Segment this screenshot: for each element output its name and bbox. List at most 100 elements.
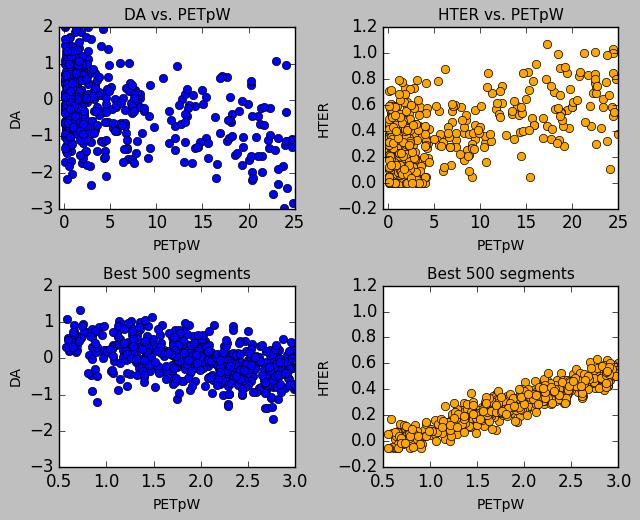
Point bbox=[171, 352, 181, 360]
Point bbox=[492, 395, 502, 404]
Point bbox=[388, 140, 399, 149]
Point bbox=[390, 131, 401, 139]
Point bbox=[412, 157, 422, 165]
Point bbox=[399, 421, 410, 429]
Point bbox=[412, 176, 422, 184]
Point bbox=[202, 139, 212, 148]
Point bbox=[608, 49, 618, 58]
Point bbox=[282, 357, 292, 366]
Point bbox=[387, 428, 397, 437]
Point bbox=[134, 323, 144, 332]
Point bbox=[65, 57, 75, 65]
Point bbox=[229, 373, 239, 381]
Point bbox=[140, 315, 150, 323]
Point bbox=[123, 319, 133, 327]
Point bbox=[61, 81, 72, 89]
Point bbox=[68, 320, 79, 329]
Point bbox=[196, 352, 206, 360]
Point bbox=[451, 143, 461, 151]
Point bbox=[463, 419, 474, 427]
Point bbox=[215, 73, 225, 82]
Point bbox=[65, 136, 75, 145]
Point bbox=[172, 62, 182, 70]
Point bbox=[283, 137, 293, 146]
Point bbox=[84, 331, 95, 340]
Point bbox=[74, 86, 84, 95]
Point bbox=[547, 399, 557, 407]
Point bbox=[273, 165, 284, 173]
Point bbox=[507, 107, 517, 115]
Point bbox=[60, 70, 70, 79]
Point bbox=[67, 170, 77, 178]
Point bbox=[530, 405, 540, 413]
Point bbox=[124, 345, 134, 353]
Point bbox=[166, 368, 177, 376]
Point bbox=[87, 324, 97, 333]
Point bbox=[157, 320, 167, 329]
Point bbox=[182, 347, 192, 356]
Point bbox=[184, 365, 194, 373]
Point bbox=[81, 74, 92, 83]
Point bbox=[568, 376, 579, 385]
Point bbox=[484, 401, 495, 409]
Point bbox=[127, 335, 138, 343]
Point bbox=[399, 121, 410, 129]
Point bbox=[61, 125, 71, 134]
Point bbox=[63, 110, 74, 119]
Point bbox=[228, 371, 238, 379]
Point bbox=[397, 78, 407, 86]
Point bbox=[490, 393, 500, 401]
Point bbox=[132, 357, 142, 365]
Point bbox=[112, 330, 122, 338]
Point bbox=[425, 427, 435, 435]
Y-axis label: DA: DA bbox=[8, 367, 22, 386]
Point bbox=[123, 337, 133, 346]
Point bbox=[235, 337, 245, 345]
Point bbox=[445, 437, 455, 446]
Point bbox=[555, 90, 565, 99]
Point bbox=[393, 150, 403, 158]
Point bbox=[268, 383, 278, 392]
Point bbox=[596, 123, 606, 132]
Point bbox=[75, 127, 85, 135]
Point bbox=[65, 70, 76, 79]
Point bbox=[483, 417, 493, 425]
Point bbox=[280, 108, 291, 116]
Point bbox=[385, 154, 396, 162]
Point bbox=[519, 406, 529, 414]
Point bbox=[156, 349, 166, 357]
Point bbox=[284, 346, 294, 355]
Point bbox=[384, 132, 394, 140]
Point bbox=[179, 137, 189, 146]
Point bbox=[86, 116, 97, 125]
Point bbox=[74, 44, 84, 52]
Point bbox=[387, 142, 397, 151]
Point bbox=[404, 165, 415, 174]
Point bbox=[564, 386, 574, 394]
Point bbox=[70, 28, 80, 36]
Point bbox=[76, 122, 86, 130]
Point bbox=[65, 83, 75, 92]
Point bbox=[107, 366, 117, 374]
Point bbox=[60, 35, 70, 44]
Point bbox=[457, 411, 467, 420]
Point bbox=[223, 401, 234, 410]
Point bbox=[81, 94, 91, 102]
Point bbox=[438, 167, 448, 175]
Point bbox=[166, 349, 176, 358]
Point bbox=[489, 396, 499, 405]
Point bbox=[250, 352, 260, 360]
Point bbox=[445, 432, 456, 440]
Point bbox=[139, 373, 149, 381]
Point bbox=[170, 146, 180, 154]
Point bbox=[460, 412, 470, 421]
Point bbox=[416, 444, 426, 452]
Point bbox=[577, 374, 587, 382]
Point bbox=[193, 343, 204, 352]
Point bbox=[572, 365, 582, 373]
Point bbox=[271, 383, 282, 392]
Point bbox=[525, 173, 536, 181]
Point bbox=[477, 412, 488, 421]
Point bbox=[392, 166, 402, 174]
Point bbox=[383, 141, 394, 150]
